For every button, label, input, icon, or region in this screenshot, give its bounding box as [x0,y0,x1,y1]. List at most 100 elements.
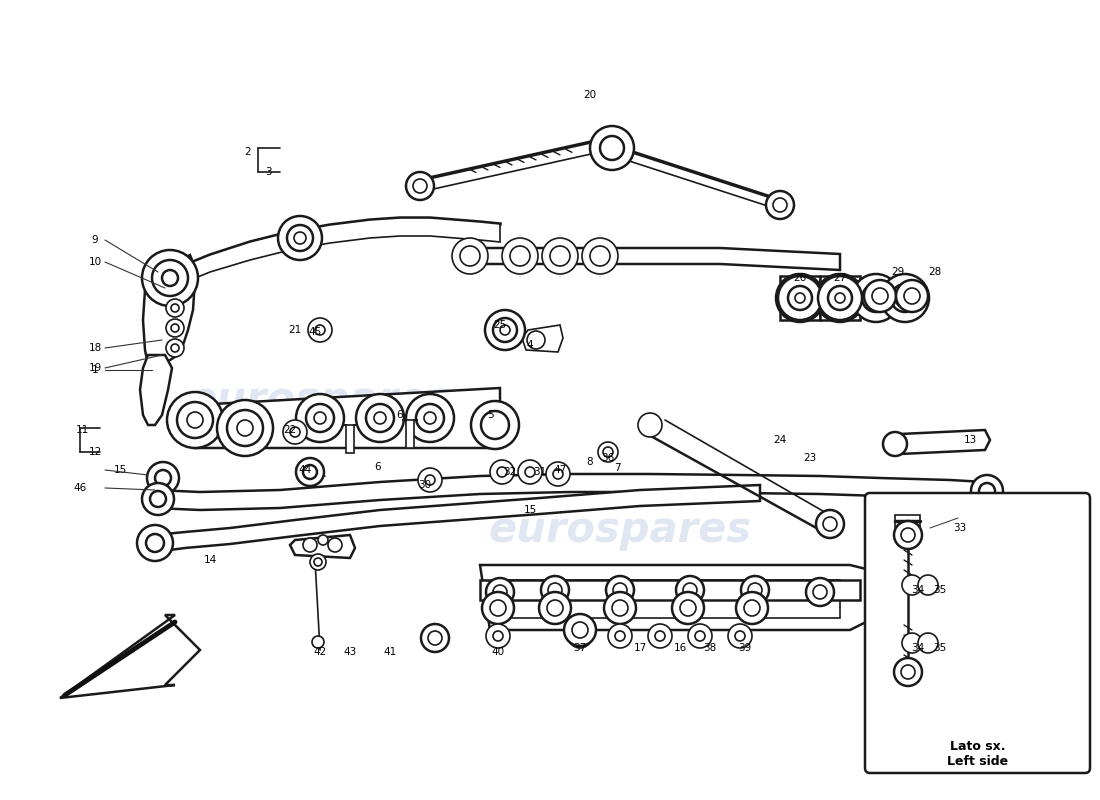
Circle shape [676,576,704,604]
Circle shape [553,469,563,479]
Text: 36: 36 [602,453,615,463]
Circle shape [638,413,662,437]
Circle shape [590,126,634,170]
Circle shape [306,404,334,432]
Circle shape [613,583,627,597]
Circle shape [428,631,442,645]
Circle shape [356,394,404,442]
Text: 14: 14 [204,555,217,565]
Circle shape [302,465,317,479]
Circle shape [813,585,827,599]
Circle shape [166,339,184,357]
Polygon shape [895,430,990,454]
Text: 34: 34 [912,643,925,653]
Circle shape [773,198,786,212]
Circle shape [166,299,184,317]
Text: 11: 11 [76,425,89,435]
Circle shape [648,624,672,648]
Text: 23: 23 [803,453,816,463]
Circle shape [167,392,223,448]
Circle shape [550,246,570,266]
Circle shape [904,288,920,304]
Circle shape [902,575,922,595]
Circle shape [901,665,915,679]
Circle shape [572,622,588,638]
Text: 8: 8 [586,457,593,467]
Circle shape [748,583,762,597]
Circle shape [683,583,697,597]
Circle shape [424,412,436,424]
Polygon shape [195,388,500,448]
Circle shape [806,578,834,606]
Text: Lato sx.
Left side: Lato sx. Left side [947,740,1009,768]
Circle shape [485,310,525,350]
Circle shape [541,576,569,604]
Circle shape [296,458,324,486]
Circle shape [971,475,1003,507]
Circle shape [418,468,442,492]
Circle shape [312,636,324,648]
Text: eurospares: eurospares [488,509,751,551]
Text: 9: 9 [91,235,98,245]
Polygon shape [480,565,882,630]
Circle shape [654,631,666,641]
Text: 10: 10 [88,257,101,267]
Circle shape [600,136,624,160]
Circle shape [366,404,394,432]
Circle shape [142,483,174,515]
Circle shape [166,319,184,337]
Circle shape [864,280,896,312]
Text: 5: 5 [486,410,493,420]
Circle shape [568,624,592,648]
Text: 21: 21 [288,325,301,335]
Circle shape [236,420,253,436]
Circle shape [510,246,530,266]
Circle shape [471,401,519,449]
Polygon shape [820,276,860,320]
Circle shape [546,462,570,486]
Circle shape [177,402,213,438]
Circle shape [902,633,922,653]
Text: 16: 16 [673,643,686,653]
Circle shape [590,246,610,266]
Circle shape [147,462,179,494]
Circle shape [786,284,814,312]
Text: 4: 4 [527,340,534,350]
Circle shape [778,276,822,320]
Text: 43: 43 [343,647,356,657]
Text: 3: 3 [265,167,272,177]
Polygon shape [178,218,501,285]
Circle shape [866,288,886,308]
Circle shape [776,274,824,322]
Circle shape [162,270,178,286]
Circle shape [527,331,544,349]
Circle shape [170,324,179,332]
Circle shape [828,286,852,310]
Circle shape [918,575,938,595]
Circle shape [138,525,173,561]
Text: 17: 17 [634,643,647,653]
Circle shape [152,260,188,296]
Circle shape [744,600,760,616]
Circle shape [170,304,179,312]
Circle shape [575,631,585,641]
Circle shape [826,284,854,312]
Circle shape [741,576,769,604]
Circle shape [895,288,915,308]
Circle shape [486,578,514,606]
Circle shape [406,394,454,442]
Circle shape [835,293,845,303]
Circle shape [695,631,705,641]
Circle shape [735,631,745,641]
Circle shape [490,460,514,484]
Polygon shape [522,325,563,352]
Circle shape [788,286,812,310]
Circle shape [308,318,332,342]
Text: 20: 20 [583,90,596,100]
Circle shape [894,658,922,686]
Circle shape [406,172,434,200]
Circle shape [482,592,514,624]
Circle shape [460,246,480,266]
Circle shape [481,411,509,439]
Circle shape [603,447,613,457]
